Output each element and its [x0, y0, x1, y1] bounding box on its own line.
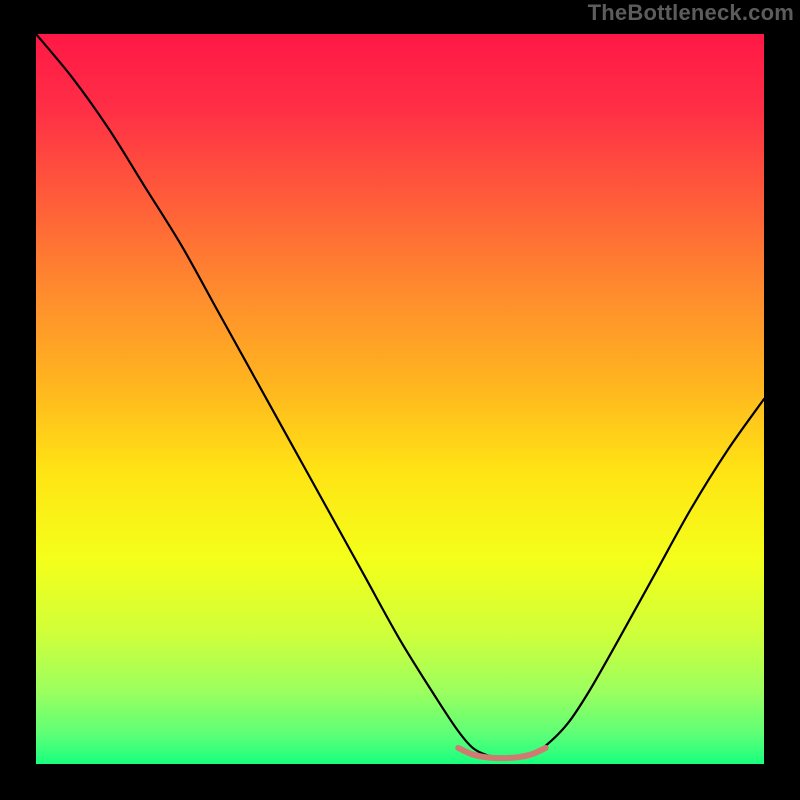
- chart-canvas: TheBottleneck.com: [0, 0, 800, 800]
- gradient-background: [36, 34, 764, 764]
- plot-area: [36, 34, 764, 764]
- curve-layer: [36, 34, 764, 764]
- watermark-text: TheBottleneck.com: [588, 0, 794, 26]
